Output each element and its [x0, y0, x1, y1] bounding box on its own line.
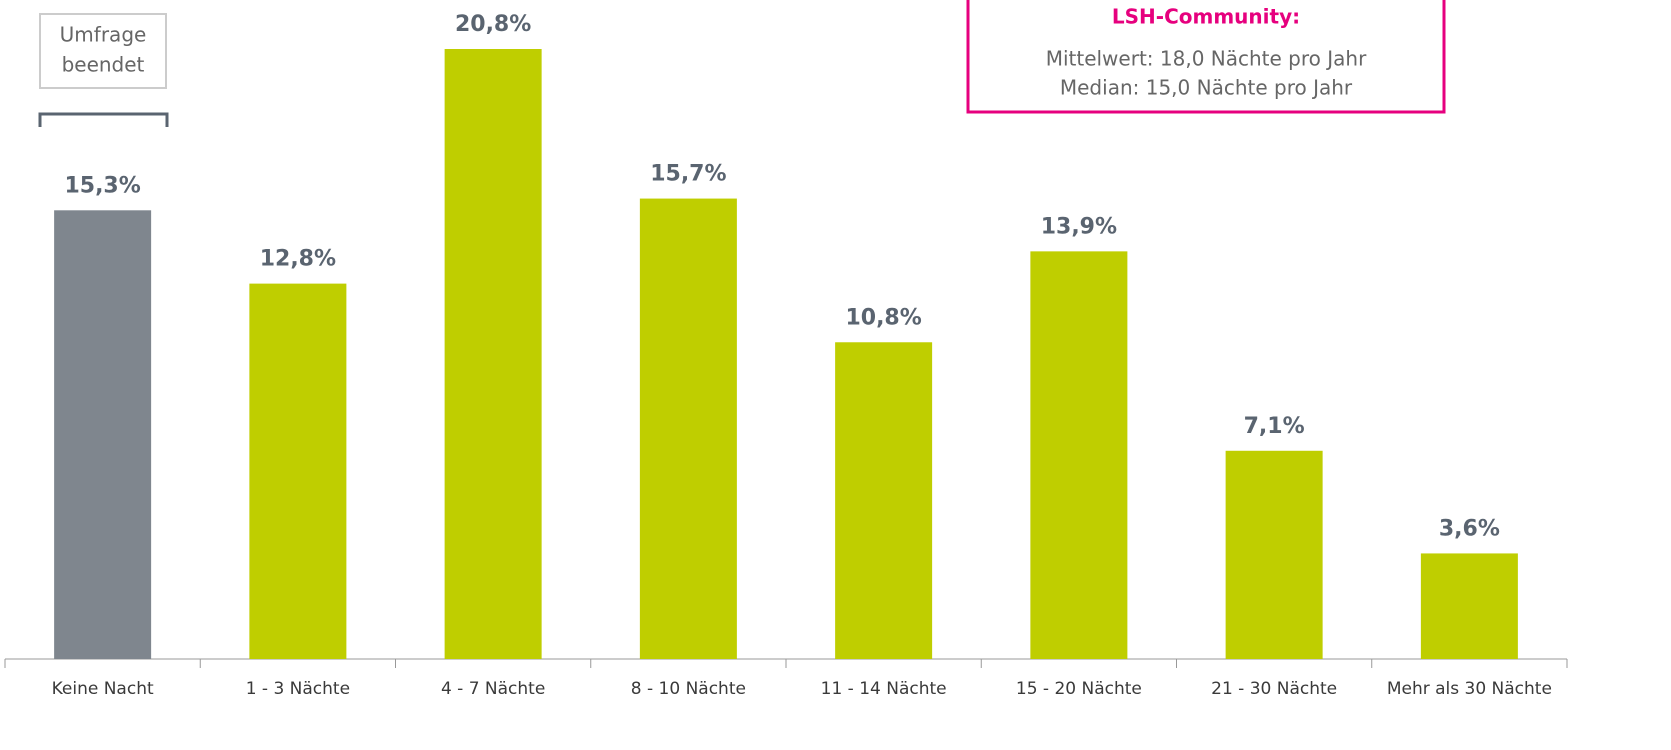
bar — [835, 342, 933, 659]
info-box — [966, 0, 1446, 114]
x-tick-label: 15 - 20 Nächte — [1016, 679, 1142, 699]
bar — [54, 210, 152, 659]
bracket — [38, 112, 169, 127]
value-label: 15,7% — [650, 162, 726, 187]
bar — [1420, 553, 1518, 659]
info-line: Mittelwert: 18,0 Nächte pro Jahr — [1046, 47, 1367, 71]
note-text: Umfrage — [60, 23, 147, 47]
value-label: 10,8% — [845, 305, 921, 330]
value-label: 20,8% — [455, 12, 531, 37]
bar — [639, 198, 737, 659]
x-tick-label: 21 - 30 Nächte — [1211, 679, 1337, 699]
value-label: 3,6% — [1439, 516, 1500, 541]
value-label: 12,8% — [260, 247, 336, 272]
value-label: 7,1% — [1244, 414, 1305, 439]
value-label: 15,3% — [64, 173, 140, 198]
x-tick-label: 8 - 10 Nächte — [631, 679, 746, 699]
note-text: beendet — [62, 53, 145, 77]
info-line: Median: 15,0 Nächte pro Jahr — [1060, 76, 1353, 100]
x-tick-label: 11 - 14 Nächte — [821, 679, 947, 699]
bar — [444, 49, 542, 659]
info-title: LSH-Community: — [1112, 5, 1300, 29]
x-tick-label: Keine Nacht — [52, 679, 154, 699]
x-tick-label: Mehr als 30 Nächte — [1387, 679, 1552, 699]
bar — [249, 283, 347, 659]
bar — [1225, 450, 1323, 659]
bar — [1030, 251, 1128, 659]
value-label: 13,9% — [1041, 214, 1117, 239]
note-box — [39, 13, 167, 89]
x-tick-label: 1 - 3 Nächte — [246, 679, 350, 699]
x-tick-label: 4 - 7 Nächte — [441, 679, 545, 699]
